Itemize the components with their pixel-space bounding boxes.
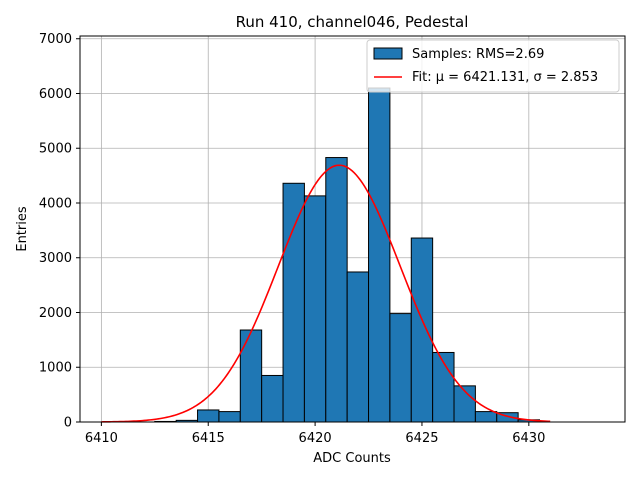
histogram-bar: [389, 313, 412, 423]
y-tick-label: 2000: [39, 306, 72, 321]
fit-curve: [101, 164, 551, 423]
y-tick-label: 4000: [39, 196, 72, 211]
histogram-bar: [474, 411, 498, 423]
y-tick-label: 3000: [39, 251, 72, 266]
legend-box: [366, 39, 620, 93]
histogram-bar: [346, 271, 370, 423]
fit-curve-group: [101, 164, 551, 423]
y-tick-label: 6000: [39, 87, 72, 102]
legend: Samples: RMS=2.69 Fit: μ = 6421.131, σ =…: [366, 39, 620, 93]
x-tick-label: 6430: [512, 431, 545, 446]
y-tick-label: 7000: [39, 32, 72, 47]
plot-frame: [79, 35, 626, 423]
histogram-bar: [218, 411, 241, 423]
histogram-bar: [282, 182, 305, 423]
histogram-bar: [368, 87, 391, 423]
x-tick-label: 6425: [405, 431, 438, 446]
histogram-bar: [261, 374, 284, 423]
y-tick-label: 5000: [39, 142, 72, 157]
histogram-bar: [303, 195, 327, 423]
x-tick-label: 6415: [192, 431, 225, 446]
x-tick-label: 6410: [85, 431, 118, 446]
y-tick-label: 0: [64, 416, 72, 431]
histogram-bar: [197, 409, 220, 423]
chart-title: Run 410, channel046, Pedestal: [236, 13, 469, 31]
legend-fit-label: Fit: μ = 6421.131, σ = 2.853: [412, 70, 598, 85]
histogram-bars: [154, 87, 541, 423]
x-axis-title: ADC Counts: [313, 451, 391, 466]
y-axis-title: Entries: [15, 206, 30, 252]
y-axis-ticks: 0 1000 2000 3000 4000 5000 6000 7000: [39, 32, 80, 431]
histogram-bar: [325, 157, 348, 423]
legend-histogram-label: Samples: RMS=2.69: [412, 47, 544, 62]
histogram-bar: [410, 237, 434, 423]
histogram-bar: [239, 329, 263, 423]
y-tick-label: 1000: [39, 361, 72, 376]
x-tick-label: 6420: [299, 431, 332, 446]
legend-histogram-swatch: [373, 47, 403, 60]
x-axis-ticks: 6410 6415 6420 6425 6430: [85, 422, 545, 446]
